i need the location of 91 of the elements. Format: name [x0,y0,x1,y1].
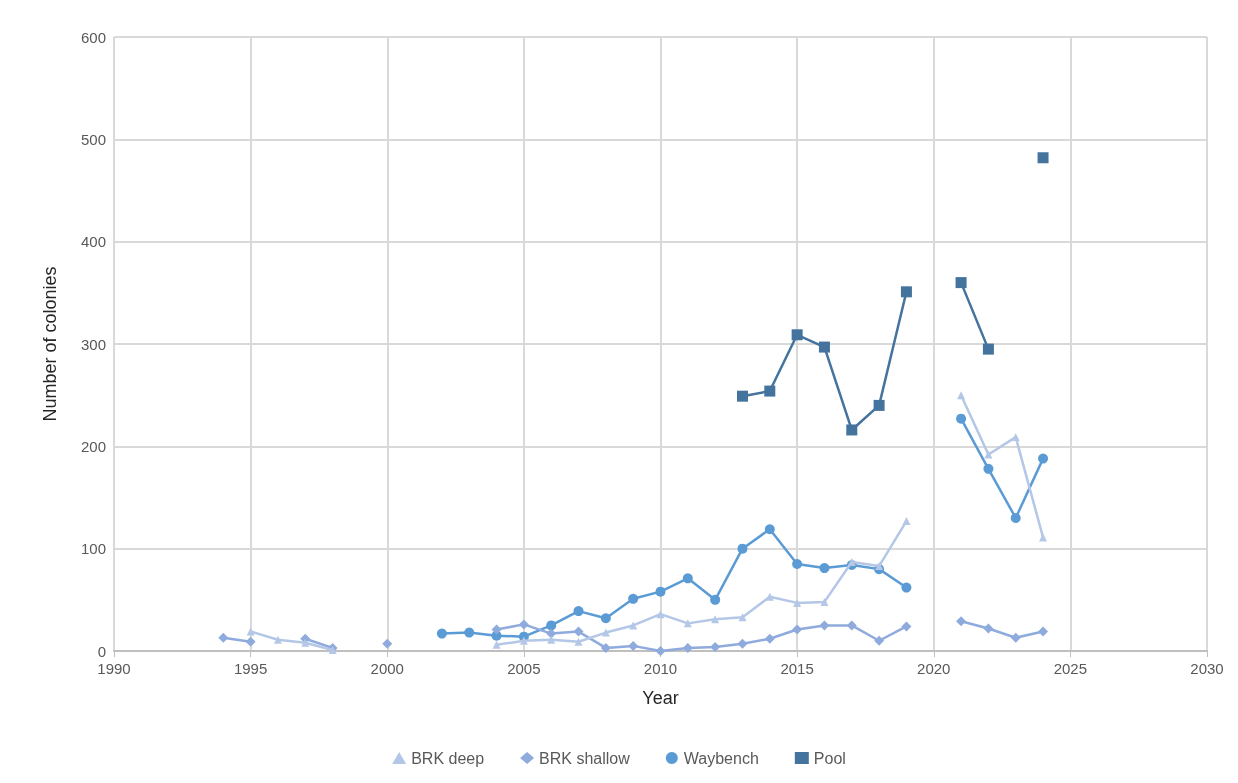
point [1010,632,1021,643]
point [738,613,747,622]
point [819,563,830,574]
point [900,286,912,298]
point [1038,626,1049,637]
point [518,619,529,630]
point [656,610,665,619]
point [792,624,803,635]
y-tick-label: 400 [80,233,106,251]
point [628,640,639,651]
point [382,638,393,649]
point [301,638,310,647]
y-axis-title: Number of colonies [40,266,60,422]
point [875,562,884,571]
point [792,559,803,570]
x-tick-label: 2010 [643,660,678,677]
point [820,597,829,606]
legend-label: BRK deep [411,749,485,767]
point [655,586,666,597]
point [847,557,856,566]
point [1037,152,1049,164]
point [519,636,528,645]
point [873,399,885,411]
point [902,517,911,526]
point [710,641,721,652]
x-tick-label: 2015 [780,660,814,677]
point [436,628,447,639]
point [901,582,912,593]
point [956,616,967,627]
point [710,594,721,605]
point [846,620,857,631]
point [573,626,584,637]
point [982,343,994,355]
x-axis-title: Year [642,688,679,708]
y-tick-label: 0 [97,642,106,660]
point [818,341,830,353]
x-tick-label: 2030 [1190,660,1224,677]
point [546,620,557,631]
point [957,391,966,400]
point [273,635,282,644]
point [546,628,557,639]
point [245,636,256,647]
point [682,573,693,584]
point [764,385,776,397]
point [1038,453,1049,464]
point [764,633,775,644]
point [1010,512,1021,523]
point [791,329,803,341]
point [246,627,255,636]
y-tick-label: 100 [80,540,106,558]
point [901,621,912,632]
point [984,450,993,459]
point [764,524,775,535]
point [956,413,967,424]
point [682,642,693,653]
x-tick-label: 2000 [370,660,404,677]
point [600,642,611,653]
legend-label: BRK shallow [539,749,631,767]
point [737,543,748,554]
y-tick-label: 200 [80,437,106,455]
point [736,390,748,402]
x-tick-label: 2025 [1053,660,1088,677]
x-tick-label: 2020 [917,660,951,677]
point [955,277,967,289]
point [492,640,501,649]
y-tick-label: 600 [80,28,106,46]
x-tick-label: 1990 [97,660,131,677]
point [874,635,885,646]
point [846,424,858,436]
legend-label: Pool [813,749,846,767]
point [983,463,994,474]
x-tick-label: 1995 [233,660,268,677]
point [574,637,583,646]
point [628,593,639,604]
point [601,628,610,637]
legend-label: Waybench [683,749,759,767]
point [819,620,830,631]
point [655,646,666,656]
y-tick-label: 300 [80,335,106,353]
point [793,598,802,607]
point [983,623,994,634]
point [573,606,584,617]
point [491,624,502,635]
point [737,638,748,649]
y-tick-label: 500 [80,130,106,148]
point [218,632,229,643]
point [765,592,774,601]
x-tick-label: 2005 [507,660,541,677]
point [464,627,475,638]
point [547,635,556,644]
point [600,613,611,624]
